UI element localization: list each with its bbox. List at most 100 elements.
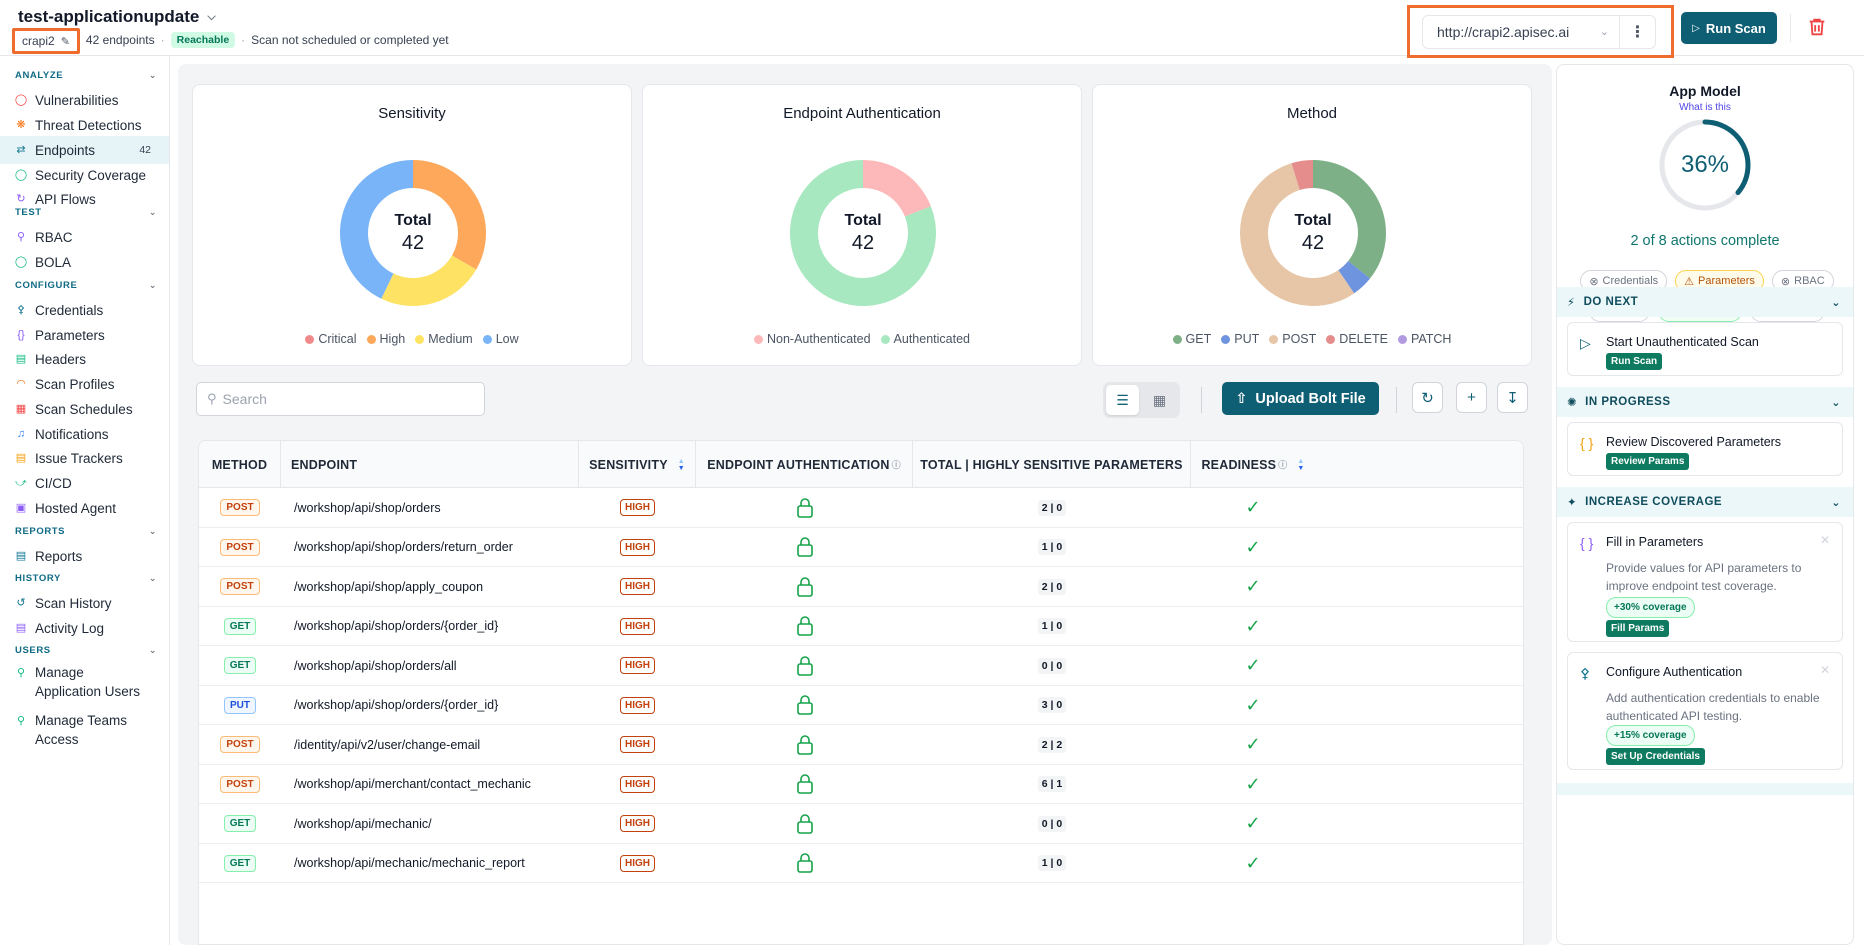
section-test[interactable]: TEST ⌄	[15, 207, 157, 218]
legend-item-low[interactable]: Low	[482, 332, 519, 346]
sidebar-item-headers[interactable]: ▤ Headers	[0, 345, 169, 373]
slice-post[interactable]	[1240, 163, 1355, 306]
add-icon[interactable]: +	[1456, 382, 1487, 413]
sidebar-item-endpoints[interactable]: ⇄ Endpoints 42	[0, 136, 169, 164]
column-header-sensitivity[interactable]: SENSITIVITY ▲ ▼	[579, 441, 696, 488]
column-header-method[interactable]: METHOD	[199, 441, 281, 488]
sidebar-item-notifications[interactable]: ♫ Notifications	[0, 420, 169, 448]
sidebar-item-cicd[interactable]: ⤻ CI/CD	[0, 469, 169, 497]
sidebar-item-security-coverage[interactable]: ◯ Security Coverage	[0, 161, 169, 189]
legend-item-patch[interactable]: PATCH	[1397, 332, 1451, 346]
upload-bolt-file-button[interactable]: ⇧ Upload Bolt File	[1222, 382, 1379, 415]
slice-medium[interactable]	[381, 255, 477, 307]
auth-donut-chart[interactable]	[775, 145, 951, 321]
sidebar-item-hosted-agent[interactable]: ▣ Hosted Agent	[0, 494, 169, 522]
sensitivity-donut-chart[interactable]	[325, 145, 501, 321]
table-row[interactable]: GET/workshop/api/mechanic/HIGH 0 | 0 ✓	[199, 804, 1523, 844]
endpoint-cell[interactable]: /workshop/api/shop/orders/{order_id}	[294, 619, 499, 634]
close-icon[interactable]: ✕	[1819, 663, 1830, 677]
slice-put[interactable]	[1338, 261, 1371, 294]
sidebar-item-bola[interactable]: ◯ BOLA	[0, 248, 169, 276]
slice-low[interactable]	[340, 160, 413, 299]
column-header-endpoint[interactable]: ENDPOINT	[281, 441, 579, 488]
legend-item-medium[interactable]: Medium	[415, 332, 473, 346]
download-icon[interactable]: ↧	[1497, 382, 1528, 413]
close-icon[interactable]: ✕	[1819, 533, 1830, 547]
table-row[interactable]: POST/workshop/api/shop/orders HIGH 2 | 0 ✓	[199, 488, 1523, 528]
section-reports[interactable]: REPORTS ⌄	[15, 526, 157, 537]
list-view-icon[interactable]: ☰	[1106, 385, 1139, 415]
section-do-next[interactable]: ⚡ DO NEXT ⌄	[1557, 287, 1853, 317]
sort-icon[interactable]: ▲ ▼	[1297, 457, 1305, 472]
endpoint-cell[interactable]: /workshop/api/merchant/contact_mechanic	[294, 777, 531, 792]
sidebar-item-activity-log[interactable]: ▤ Activity Log	[0, 614, 169, 642]
sidebar-item-credentials[interactable]: ⚴ Credentials	[0, 296, 169, 324]
column-header-endpoint-authentication[interactable]: ENDPOINT AUTHENTICATION ⓘ	[696, 441, 913, 488]
slice-high[interactable]	[413, 160, 486, 270]
table-row[interactable]: PUT/workshop/api/shop/orders/{order_id} H…	[199, 686, 1523, 725]
application-selector[interactable]: test-applicationupdate ⌵	[18, 7, 216, 27]
what-is-this-link[interactable]: What is this	[1679, 102, 1731, 113]
legend-item-critical[interactable]: Critical	[305, 332, 357, 346]
legend-item-put[interactable]: PUT	[1221, 332, 1259, 346]
search-box[interactable]: ⚲	[196, 382, 485, 416]
table-row[interactable]: POST/identity/api/v2/user/change-email HI…	[199, 725, 1523, 765]
legend-item-non-authenticated[interactable]: Non-Authenticated	[754, 332, 871, 346]
run-scan-button[interactable]: ▷ Run Scan	[1681, 12, 1777, 44]
status-chip-credentials[interactable]: ⊗ Credentials	[1580, 270, 1668, 292]
sidebar-item-scan-schedules[interactable]: ▦ Scan Schedules	[0, 395, 169, 423]
method-donut-chart[interactable]	[1225, 145, 1401, 321]
url-select[interactable]: http://crapi2.apisec.ai ⌄	[1422, 14, 1620, 49]
slice-non-authenticated[interactable]	[863, 160, 931, 217]
section-history[interactable]: HISTORY ⌄	[15, 573, 157, 584]
endpoint-cell[interactable]: /workshop/api/shop/orders	[294, 500, 441, 515]
column-header-parameters[interactable]: TOTAL | HIGHLY SENSITIVE PARAMETERS	[913, 441, 1191, 488]
sidebar-item-scan-history[interactable]: ↺ Scan History	[0, 589, 169, 617]
table-row[interactable]: POST/workshop/api/shop/orders/return_ord…	[199, 528, 1523, 567]
endpoint-cell[interactable]: /workshop/api/mechanic/	[294, 816, 432, 831]
sidebar-item-vulnerabilities[interactable]: ◯ Vulnerabilities	[0, 86, 169, 114]
legend-item-delete[interactable]: DELETE	[1326, 332, 1388, 346]
run-scan-task-button[interactable]: Run Scan	[1606, 353, 1663, 370]
slice-authenticated[interactable]	[790, 160, 936, 306]
app-name-chip[interactable]: crapi2 ✎	[12, 28, 80, 54]
section-increase-coverage[interactable]: ✦ INCREASE COVERAGE ⌄	[1557, 487, 1853, 517]
sidebar-item-scan-profiles[interactable]: ◠ Scan Profiles	[0, 370, 169, 398]
legend-item-get[interactable]: GET	[1172, 332, 1211, 346]
section-configure[interactable]: CONFIGURE ⌄	[15, 280, 157, 291]
slice-delete[interactable]	[1291, 160, 1313, 190]
section-analyze[interactable]: ANALYZE ⌄	[15, 70, 157, 81]
search-input[interactable]	[222, 391, 463, 407]
endpoint-cell[interactable]: /workshop/api/mechanic/mechanic_report	[294, 856, 525, 871]
table-row[interactable]: GET/workshop/api/shop/orders/{order_id} H…	[199, 607, 1523, 646]
set-up-credentials-button[interactable]: Set Up Credentials	[1606, 748, 1705, 765]
table-row[interactable]: POST/workshop/api/merchant/contact_mecha…	[199, 765, 1523, 804]
endpoint-cell[interactable]: /workshop/api/shop/orders/return_order	[294, 540, 513, 555]
info-icon[interactable]: ⓘ	[1278, 460, 1288, 470]
fill-params-button[interactable]: Fill Params	[1606, 620, 1670, 637]
section-in-progress[interactable]: ✺ IN PROGRESS ⌄	[1557, 387, 1853, 417]
sidebar-item-api-flows[interactable]: ↻ API Flows	[0, 185, 169, 213]
legend-item-authenticated[interactable]: Authenticated	[880, 332, 970, 346]
table-row[interactable]: GET/workshop/api/mechanic/mechanic_repor…	[199, 844, 1523, 883]
review-params-button[interactable]: Review Params	[1606, 453, 1690, 470]
sidebar-item-reports[interactable]: ▤ Reports	[0, 542, 169, 570]
column-header-readiness[interactable]: READINESS ⓘ ▲ ▼	[1191, 441, 1315, 488]
sidebar-item-rbac[interactable]: ⚲ RBAC	[0, 223, 169, 251]
sort-icon[interactable]: ▲ ▼	[677, 457, 685, 472]
grid-view-icon[interactable]: ▦	[1152, 391, 1167, 408]
sidebar-item-manage-application-users[interactable]: ⚲ Manage Application Users	[0, 659, 169, 701]
sidebar-item-issue-trackers[interactable]: ▤ Issue Trackers	[0, 444, 169, 472]
trash-icon[interactable]	[1806, 16, 1828, 38]
legend-item-high[interactable]: High	[366, 332, 405, 346]
sidebar-item-threat-detections[interactable]: ❋ Threat Detections	[0, 111, 169, 139]
slice-get[interactable]	[1313, 160, 1386, 279]
table-row[interactable]: GET/workshop/api/shop/orders/all HIGH 0 | …	[199, 646, 1523, 686]
endpoint-cell[interactable]: /workshop/api/shop/orders/all	[294, 658, 457, 673]
legend-item-post[interactable]: POST	[1269, 332, 1316, 346]
refresh-icon[interactable]: ↻	[1412, 382, 1443, 413]
info-icon[interactable]: ⓘ	[891, 460, 901, 470]
pencil-icon[interactable]: ✎	[60, 35, 70, 48]
sidebar-item-parameters[interactable]: {} Parameters	[0, 321, 169, 349]
endpoint-cell[interactable]: /workshop/api/shop/apply_coupon	[294, 579, 484, 594]
